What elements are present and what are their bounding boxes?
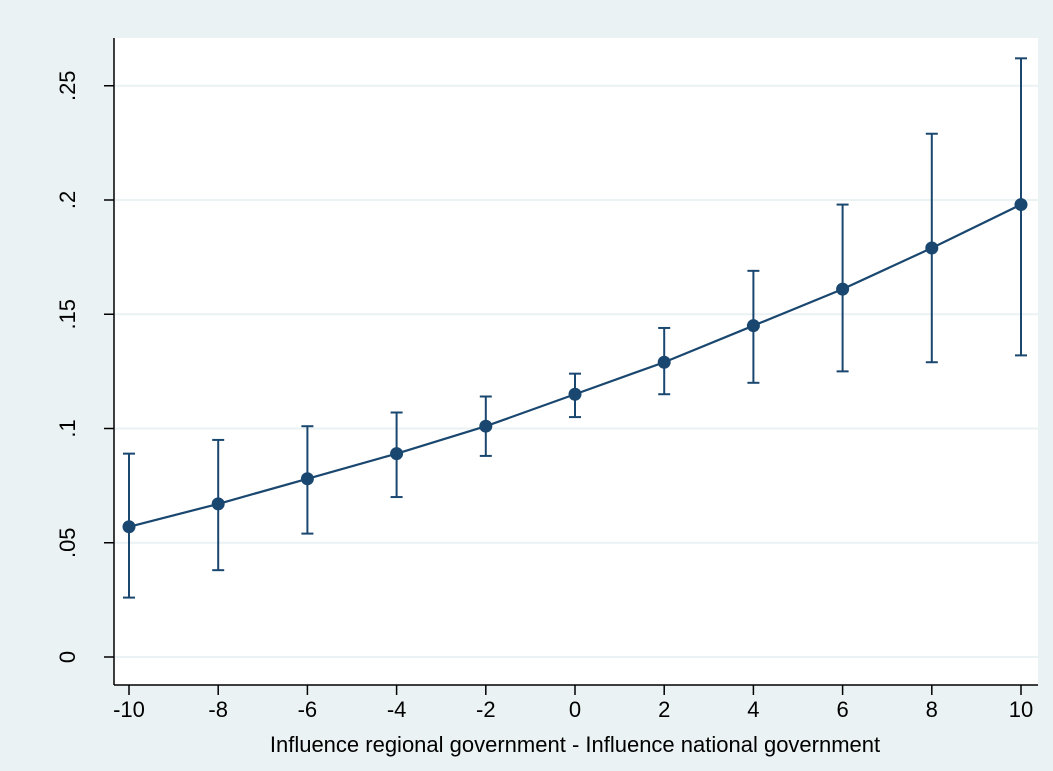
x-tick-label-9: 8 <box>926 697 938 722</box>
x-tick-label-2: -6 <box>298 697 318 722</box>
plot-area <box>114 38 1038 685</box>
y-tick-label-1: .05 <box>55 527 80 558</box>
x-tick-label-4: -2 <box>476 697 496 722</box>
data-point-1 <box>211 497 225 511</box>
y-axis-ticks: 0 .05 .1 .15 .2 .25 <box>55 70 114 663</box>
data-point-9 <box>925 241 939 255</box>
data-points <box>122 198 1028 534</box>
data-point-8 <box>836 282 850 296</box>
data-point-3 <box>390 447 404 461</box>
x-tick-label-0: -10 <box>113 697 145 722</box>
axes <box>113 38 1038 686</box>
x-axis-title: Influence regional government - Influenc… <box>270 732 880 757</box>
x-tick-label-3: -4 <box>387 697 407 722</box>
data-point-2 <box>300 472 314 486</box>
y-tick-label-2: .1 <box>55 419 80 437</box>
y-tick-label-3: .15 <box>55 299 80 330</box>
x-tick-label-6: 2 <box>658 697 670 722</box>
x-tick-label-10: 10 <box>1009 697 1033 722</box>
data-point-4 <box>479 419 493 433</box>
data-point-10 <box>1014 198 1028 212</box>
x-tick-label-7: 4 <box>747 697 759 722</box>
grid-lines <box>115 84 1038 658</box>
data-point-6 <box>657 355 671 369</box>
x-tick-label-1: -8 <box>208 697 228 722</box>
x-tick-label-8: 6 <box>836 697 848 722</box>
y-tick-label-4: .2 <box>55 191 80 209</box>
data-point-7 <box>746 319 760 333</box>
data-point-0 <box>122 520 136 534</box>
data-point-5 <box>568 387 582 401</box>
x-tick-label-5: 0 <box>569 697 581 722</box>
y-tick-label-0: 0 <box>55 651 80 663</box>
y-tick-label-5: .25 <box>55 70 80 101</box>
x-axis-ticks: -10 -8 -6 -4 -2 0 2 4 6 8 10 <box>113 685 1033 722</box>
